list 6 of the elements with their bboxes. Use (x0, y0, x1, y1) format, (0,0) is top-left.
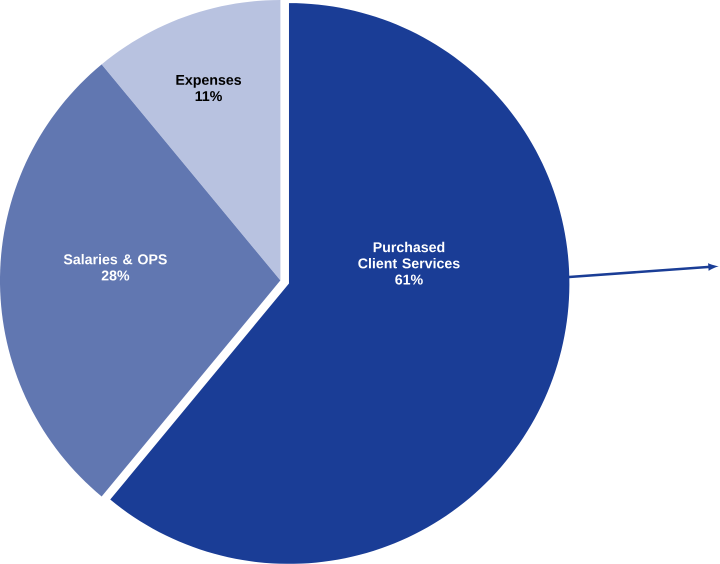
data-label: 28% (102, 270, 130, 281)
slice-label: Salaries & OPS (64, 254, 167, 264)
slice-label: Expenses (176, 75, 242, 88)
data-label: 61% (395, 274, 423, 285)
data-label: 11% (196, 91, 222, 102)
slice-label: Purchased Client Services (358, 242, 460, 268)
